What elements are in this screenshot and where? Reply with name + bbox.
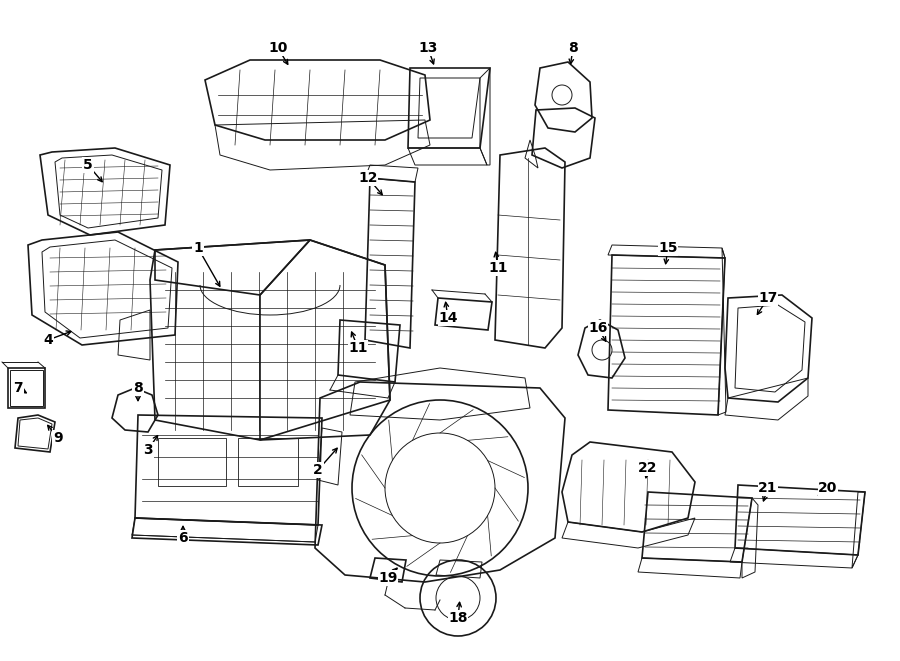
Text: 9: 9 [53,431,63,445]
Text: 14: 14 [438,311,458,325]
Text: 4: 4 [43,333,53,347]
Text: 13: 13 [418,41,437,55]
Bar [238,438,298,486]
Text: 8: 8 [133,381,143,395]
Text: 8: 8 [568,41,578,55]
Text: 5: 5 [83,158,93,172]
Text: 22: 22 [638,461,658,475]
Text: 10: 10 [268,41,288,55]
Text: 1: 1 [194,241,202,255]
Text: 7: 7 [14,381,22,395]
Text: 20: 20 [818,481,838,495]
Text: 6: 6 [178,531,188,545]
Text: 17: 17 [759,291,778,305]
Text: 11: 11 [348,341,368,355]
Text: 15: 15 [658,241,678,255]
Bar [158,438,226,486]
Text: 3: 3 [143,443,153,457]
Text: 12: 12 [358,171,378,185]
Text: 2: 2 [313,463,323,477]
Text: 21: 21 [758,481,778,495]
Text: 19: 19 [378,571,398,585]
Text: 11: 11 [488,261,508,275]
Text: 18: 18 [448,611,468,625]
Text: 16: 16 [589,321,608,335]
